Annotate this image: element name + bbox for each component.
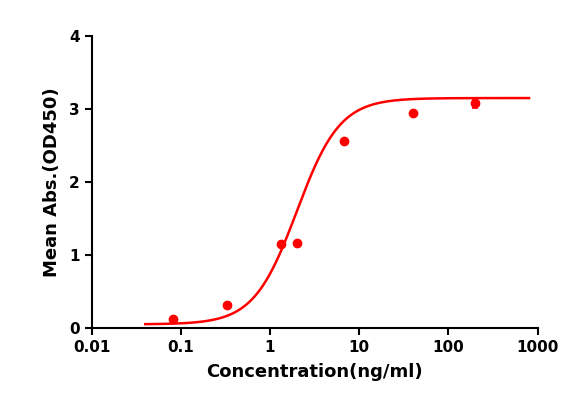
X-axis label: Concentration(ng/ml): Concentration(ng/ml) bbox=[206, 363, 423, 381]
Y-axis label: Mean Abs.(OD450): Mean Abs.(OD450) bbox=[43, 87, 61, 277]
